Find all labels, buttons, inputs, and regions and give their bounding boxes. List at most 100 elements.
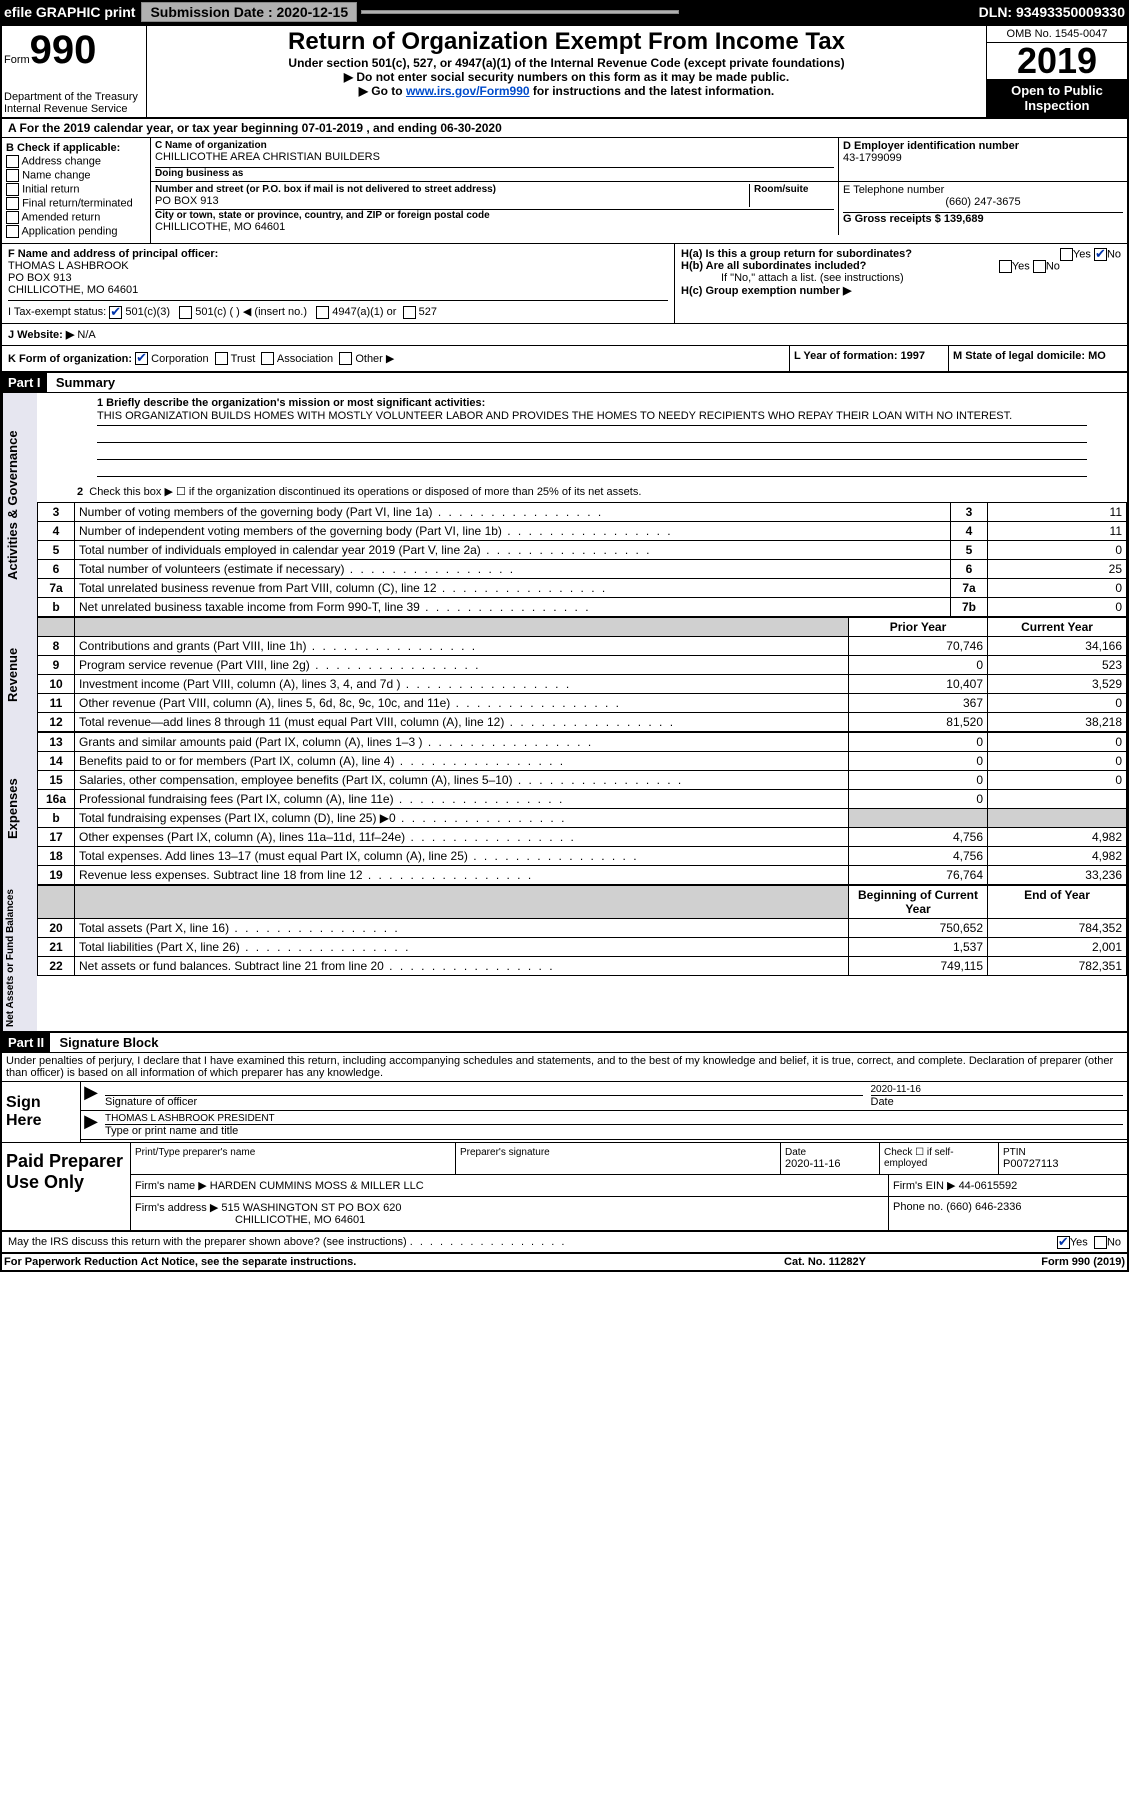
firm-ein-cell: Firm's EIN ▶ 44-0615592 bbox=[889, 1175, 1127, 1196]
table-row: 3Number of voting members of the governi… bbox=[38, 503, 1127, 522]
section-klm: K Form of organization: Corporation Trus… bbox=[2, 346, 1127, 374]
ha-label: H(a) Is this a group return for subordin… bbox=[681, 248, 912, 260]
section-b: B Check if applicable: Address change Na… bbox=[2, 138, 151, 243]
mission-blank-2 bbox=[97, 443, 1087, 460]
table-row: 14Benefits paid to or for members (Part … bbox=[38, 752, 1127, 771]
table-row: 13Grants and similar amounts paid (Part … bbox=[38, 733, 1127, 752]
officer-addr1: PO BOX 913 bbox=[8, 272, 668, 284]
preparer-date-col: Date2020-11-16 bbox=[781, 1143, 880, 1174]
ptin-col: PTINP00727113 bbox=[999, 1143, 1127, 1174]
ha-yes[interactable] bbox=[1060, 248, 1073, 261]
table-row: 22Net assets or fund balances. Subtract … bbox=[38, 957, 1127, 976]
side-expenses: Expenses bbox=[2, 732, 37, 885]
prior-year-hdr: Prior Year bbox=[849, 618, 988, 637]
table-row: 15Salaries, other compensation, employee… bbox=[38, 771, 1127, 790]
table-row: 16aProfessional fundraising fees (Part I… bbox=[38, 790, 1127, 809]
submission-date-button[interactable]: Submission Date : 2020-12-15 bbox=[141, 2, 357, 22]
netassets-table: Beginning of Current YearEnd of Year 20T… bbox=[37, 885, 1127, 976]
firm-addr-cell: Firm's address ▶ 515 WASHINGTON ST PO BO… bbox=[131, 1197, 889, 1230]
ein-value: 43-1799099 bbox=[843, 152, 1123, 164]
firm-name-cell: Firm's name ▶ HARDEN CUMMINS MOSS & MILL… bbox=[131, 1175, 889, 1196]
arrow-icon: ▶ bbox=[81, 1082, 101, 1110]
addr-label: Number and street (or P.O. box if mail i… bbox=[155, 184, 749, 195]
table-row: 10Investment income (Part VIII, column (… bbox=[38, 675, 1127, 694]
open-public-badge: Open to Public Inspection bbox=[987, 79, 1127, 117]
chk-4947[interactable] bbox=[316, 306, 329, 319]
section-l: L Year of formation: 1997 bbox=[789, 346, 948, 372]
revenue-table: Prior YearCurrent Year 8Contributions an… bbox=[37, 617, 1127, 732]
title-cell: Return of Organization Exempt From Incom… bbox=[147, 26, 986, 117]
dba-label: Doing business as bbox=[155, 168, 834, 179]
hb-row: H(b) Are all subordinates included? Yes … bbox=[681, 260, 1121, 272]
discuss-text: May the IRS discuss this return with the… bbox=[8, 1236, 407, 1248]
chk-501c[interactable] bbox=[179, 306, 192, 319]
mission-blank-3 bbox=[97, 460, 1087, 477]
hb-label: H(b) Are all subordinates included? bbox=[681, 260, 866, 272]
table-row: 17Other expenses (Part IX, column (A), l… bbox=[38, 828, 1127, 847]
ein-label: D Employer identification number bbox=[843, 140, 1123, 152]
firm-phone-cell: Phone no. (660) 646-2336 bbox=[889, 1197, 1127, 1230]
page-footer: For Paperwork Reduction Act Notice, see … bbox=[2, 1254, 1127, 1270]
ha-no[interactable] bbox=[1094, 248, 1107, 261]
efile-label: efile GRAPHIC print bbox=[4, 4, 135, 20]
section-m: M State of legal domicile: MO bbox=[948, 346, 1127, 372]
revenue-block: Revenue Prior YearCurrent Year 8Contribu… bbox=[2, 617, 1127, 732]
current-year-hdr: Current Year bbox=[988, 618, 1127, 637]
opt-527: 527 bbox=[419, 306, 437, 318]
part-1-badge: Part I bbox=[2, 373, 47, 392]
blank-button[interactable] bbox=[361, 10, 679, 14]
department-label: Department of the Treasury Internal Reve… bbox=[4, 91, 144, 115]
table-row: 18Total expenses. Add lines 13–17 (must … bbox=[38, 847, 1127, 866]
chk-527[interactable] bbox=[403, 306, 416, 319]
part-2-header-row: Part II Signature Block bbox=[2, 1033, 1127, 1053]
form-subtitle: Under section 501(c), 527, or 4947(a)(1)… bbox=[153, 56, 980, 70]
q2-text: Check this box ▶ ☐ if the organization d… bbox=[89, 486, 641, 498]
irs-link[interactable]: www.irs.gov/Form990 bbox=[406, 84, 530, 98]
hb-no[interactable] bbox=[1033, 260, 1046, 273]
city-value: CHILLICOTHE, MO 64601 bbox=[155, 221, 834, 233]
chk-initial-return[interactable]: Initial return bbox=[6, 183, 146, 196]
discuss-yes[interactable] bbox=[1057, 1236, 1070, 1249]
form-number: 990 bbox=[30, 28, 97, 72]
table-row: 5Total number of individuals employed in… bbox=[38, 541, 1127, 560]
chk-corporation[interactable] bbox=[135, 352, 148, 365]
sign-date-value: 2020-11-16 bbox=[871, 1084, 1124, 1095]
sign-here-label: Sign Here bbox=[2, 1082, 81, 1142]
mission-box: 1 Briefly describe the organization's mi… bbox=[37, 393, 1127, 481]
form-word: Form bbox=[4, 54, 30, 66]
governance-table: 3Number of voting members of the governi… bbox=[37, 502, 1127, 617]
section-j: J Website: ▶ N/A bbox=[2, 324, 1127, 346]
part-1-header-row: Part I Summary bbox=[2, 373, 1127, 393]
chk-501c3[interactable] bbox=[109, 306, 122, 319]
form-990: Form990 Department of the Treasury Inter… bbox=[0, 24, 1129, 1272]
hb-yes[interactable] bbox=[999, 260, 1012, 273]
chk-trust[interactable] bbox=[215, 352, 228, 365]
discuss-no[interactable] bbox=[1094, 1236, 1107, 1249]
chk-amended[interactable]: Amended return bbox=[6, 211, 146, 224]
side-revenue: Revenue bbox=[2, 617, 37, 732]
paid-preparer-block: Paid Preparer Use Only Print/Type prepar… bbox=[2, 1142, 1127, 1232]
chk-name-change[interactable]: Name change bbox=[6, 169, 146, 182]
ein-block: D Employer identification number 43-1799… bbox=[838, 138, 1127, 181]
q1-label: 1 Briefly describe the organization's mi… bbox=[97, 397, 1087, 409]
declaration-text: Under penalties of perjury, I declare th… bbox=[2, 1053, 1127, 1081]
note2-post: for instructions and the latest informat… bbox=[530, 84, 775, 98]
form-header: Form990 Department of the Treasury Inter… bbox=[2, 26, 1127, 119]
addr-value: PO BOX 913 bbox=[155, 195, 749, 207]
end-year-hdr: End of Year bbox=[988, 886, 1127, 919]
preparer-sig-col: Preparer's signature bbox=[456, 1143, 781, 1174]
signature-field[interactable]: Signature of officer bbox=[101, 1082, 867, 1110]
sign-here-block: Sign Here ▶ Signature of officer 2020-11… bbox=[2, 1081, 1127, 1142]
k-label: K Form of organization: bbox=[8, 353, 132, 365]
chk-other[interactable] bbox=[339, 352, 352, 365]
chk-application-pending[interactable]: Application pending bbox=[6, 225, 146, 238]
chk-association[interactable] bbox=[261, 352, 274, 365]
preparer-name-col: Print/Type preparer's name bbox=[131, 1143, 456, 1174]
chk-final-return[interactable]: Final return/terminated bbox=[6, 197, 146, 210]
chk-address-change[interactable]: Address change bbox=[6, 155, 146, 168]
city-label: City or town, state or province, country… bbox=[155, 210, 834, 221]
officer-typed-name: THOMAS L ASHBROOK PRESIDENT bbox=[105, 1113, 1123, 1124]
dots bbox=[410, 1236, 567, 1248]
section-k: K Form of organization: Corporation Trus… bbox=[2, 346, 789, 372]
part-2-title: Signature Block bbox=[53, 1035, 158, 1050]
